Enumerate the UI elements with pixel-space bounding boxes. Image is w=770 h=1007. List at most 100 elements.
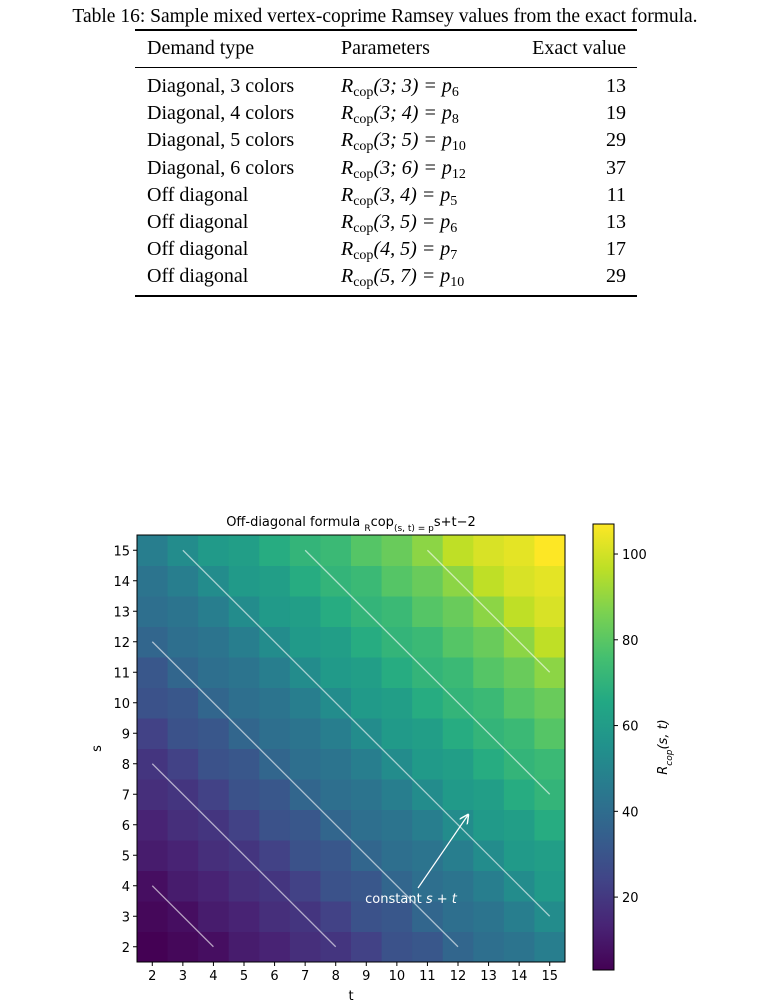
- heat-cell: [228, 779, 260, 810]
- heat-cell: [442, 718, 474, 749]
- y-tick-label: 2: [122, 941, 130, 956]
- colorbar-tick-label: 40: [622, 805, 639, 820]
- heat-cell: [351, 535, 383, 566]
- math-text: s+t−2: [434, 515, 476, 530]
- heat-cell: [503, 809, 535, 841]
- x-tick-label: 6: [270, 969, 278, 984]
- heat-cell: [289, 596, 321, 627]
- math-text: R: [341, 183, 354, 206]
- x-axis-label: t: [348, 989, 353, 1004]
- heat-cell: [442, 657, 474, 688]
- heat-cell: [534, 535, 566, 566]
- heat-cell: [167, 596, 199, 627]
- heat-cell: [412, 748, 444, 780]
- x-tick-label: 4: [209, 969, 217, 984]
- x-tick-label: 8: [332, 969, 340, 984]
- heat-cell: [473, 535, 505, 566]
- heat-cell: [289, 687, 321, 719]
- heat-cell: [320, 901, 352, 932]
- heat-cell: [442, 748, 474, 780]
- math-text: R: [341, 238, 354, 261]
- x-tick-label: 9: [362, 969, 370, 984]
- table-cell: Off diagonal: [147, 265, 249, 288]
- heat-cell: [320, 779, 352, 810]
- annotation-math: s + t: [426, 892, 458, 907]
- heat-cell: [412, 596, 444, 627]
- table-cell: Off diagonal: [147, 183, 249, 206]
- subscript: (s, t) = p: [394, 524, 434, 534]
- heat-cell: [503, 596, 535, 627]
- heat-cell: [381, 901, 413, 932]
- subscript: 10: [450, 275, 465, 291]
- heat-cell: [351, 809, 383, 841]
- y-tick-label: 15: [113, 544, 130, 559]
- subscript: cop: [353, 193, 374, 209]
- heat-cell: [381, 931, 413, 963]
- table-cell: Demand type: [147, 37, 255, 59]
- heat-cell: [198, 779, 230, 810]
- heat-cell: [473, 901, 505, 932]
- heat-cell: [198, 840, 230, 871]
- y-tick-label: 14: [113, 575, 130, 590]
- heat-cell: [320, 596, 352, 627]
- heat-cell: [289, 840, 321, 871]
- math-text: R: [656, 766, 671, 775]
- heat-cell: [503, 931, 535, 963]
- heat-cell: [320, 870, 352, 902]
- heat-cell: [228, 565, 260, 597]
- subscript: cop: [353, 166, 374, 182]
- heat-cell: [167, 840, 199, 871]
- table-cell: Diagonal, 5 colors: [147, 129, 295, 152]
- table-cell: Diagonal, 4 colors: [147, 102, 295, 125]
- annotation-arrow: [417, 815, 468, 889]
- math-text: (s, t): [656, 719, 671, 749]
- caption: Table 16: Sample mixed vertex-coprime Ra…: [72, 6, 698, 27]
- heat-cell: [228, 870, 260, 902]
- heat-cell: [137, 596, 169, 627]
- heat-cell: [381, 718, 413, 749]
- heat-cell: [473, 748, 505, 780]
- heat-cell: [412, 565, 444, 597]
- math-text: (3; 5) = p: [373, 129, 452, 152]
- math-text: (3; 3) = p: [373, 75, 452, 97]
- subscript: 8: [451, 112, 459, 128]
- heat-cell: [259, 596, 291, 627]
- heat-cell: [412, 840, 444, 871]
- heat-cell: [503, 565, 535, 597]
- subscript: cop: [353, 248, 374, 264]
- math-text: R: [341, 156, 354, 179]
- colorbar-label: Rcop(s, t): [656, 719, 675, 775]
- heat-cell: [503, 687, 535, 719]
- heat-cell: [320, 718, 352, 749]
- y-tick-label: 7: [122, 788, 130, 803]
- table-cell: 29: [606, 129, 626, 152]
- y-tick-label: 3: [122, 910, 130, 925]
- plot-frame: [136, 534, 566, 963]
- heat-cell: [198, 870, 230, 902]
- heat-cell: [320, 748, 352, 780]
- heat-cell: [442, 870, 474, 902]
- constant-line: [151, 763, 337, 948]
- heat-cell: [412, 626, 444, 658]
- heat-cell: [320, 535, 352, 566]
- heat-cell: [167, 687, 199, 719]
- heat-cell: [259, 840, 291, 871]
- math-text: R: [341, 129, 354, 152]
- heat-cell: [198, 657, 230, 688]
- heat-cell: [473, 809, 505, 841]
- heat-cell: [320, 840, 352, 871]
- x-tick-label: 10: [389, 969, 406, 984]
- heat-cell: [473, 626, 505, 658]
- heat-cell: [167, 809, 199, 841]
- table-cell: Rcop(4, 5) = p7: [341, 237, 457, 264]
- heat-cell: [228, 535, 260, 566]
- x-tick-label: 7: [301, 969, 309, 984]
- table-cell: Diagonal, 6 colors: [147, 156, 295, 179]
- heat-cell: [412, 809, 444, 841]
- table-cell: Rcop(3, 5) = p6: [341, 210, 457, 236]
- top-rule: [135, 29, 637, 31]
- heat-cell: [473, 779, 505, 810]
- heat-cell: [534, 687, 566, 719]
- heat-cell: [228, 931, 260, 963]
